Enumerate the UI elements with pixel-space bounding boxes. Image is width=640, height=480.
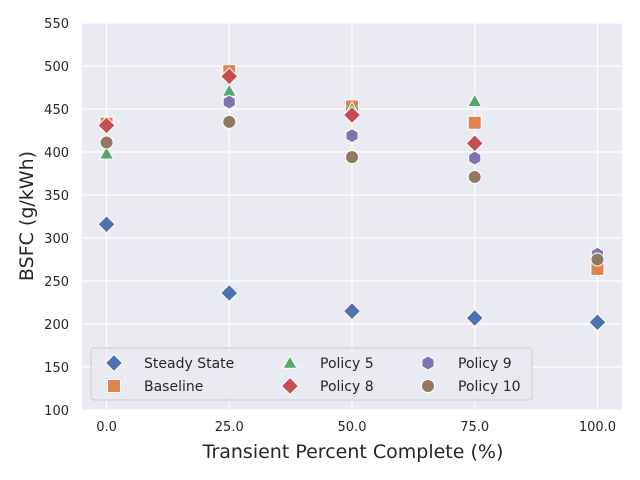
policy-10-point xyxy=(222,114,237,129)
y-tick-label: 450 xyxy=(44,103,69,118)
policy-8-point xyxy=(220,67,239,86)
y-axis-label: BSFC (g/kWh) xyxy=(16,151,38,281)
policy-5-point xyxy=(98,145,115,160)
legend-marker-policy-9 xyxy=(421,355,435,371)
y-tick-label: 200 xyxy=(44,318,69,333)
y-tick-label: 550 xyxy=(44,17,69,32)
y-tick-label: 300 xyxy=(44,232,69,247)
x-axis-label: Transient Percent Complete (%) xyxy=(202,441,504,463)
policy-8-point xyxy=(97,116,116,135)
policy-5-point xyxy=(466,93,483,108)
y-tick-label: 150 xyxy=(44,361,69,376)
policy-9-point xyxy=(468,150,482,166)
steady-state-point xyxy=(97,215,116,234)
legend-marker-policy-5 xyxy=(282,354,298,369)
steady-state-point xyxy=(220,283,239,303)
policy-9-point xyxy=(345,128,359,144)
legend-label-steady-state: Steady State xyxy=(144,356,234,372)
legend-marker-steady-state xyxy=(104,353,124,373)
legend-label-baseline: Baseline xyxy=(144,379,203,395)
legend-marker-policy-10 xyxy=(421,379,435,393)
y-tick-label: 350 xyxy=(44,189,69,204)
steady-state-point xyxy=(465,308,484,328)
policy-10-point xyxy=(99,135,114,150)
policy-9-point xyxy=(222,94,236,110)
y-tick-label: 500 xyxy=(44,60,69,75)
x-tick-label: 25.0 xyxy=(215,420,244,435)
steady-state-point xyxy=(588,313,607,332)
legend-marker-baseline xyxy=(107,379,121,393)
y-tick-label: 250 xyxy=(44,275,69,290)
y-tick-label: 100 xyxy=(44,404,69,419)
y-tick-labels: 100 150 200 250 300 350 400 450 500 550 xyxy=(44,17,69,419)
steady-state-point xyxy=(342,301,362,321)
legend: Steady State Baseline Policy 5 Policy 8 Poli… xyxy=(90,347,533,401)
x-tick-label: 0.0 xyxy=(96,420,117,435)
baseline-point xyxy=(467,115,482,130)
grid-lines xyxy=(82,22,622,411)
legend-marker-policy-8 xyxy=(280,376,300,396)
legend-label-policy-10: Policy 10 xyxy=(458,379,521,395)
legend-label-policy-9: Policy 9 xyxy=(458,356,512,372)
data-points xyxy=(97,64,607,332)
x-tick-label: 100.0 xyxy=(579,420,616,435)
policy-8-point xyxy=(342,105,362,125)
legend-label-policy-8: Policy 8 xyxy=(320,379,374,395)
policy-10-point xyxy=(345,150,359,165)
x-tick-labels: 0.0 25.0 50.0 75.0 100.0 xyxy=(96,420,616,435)
y-tick-label: 400 xyxy=(44,146,69,161)
x-tick-label: 50.0 xyxy=(338,420,367,435)
policy-10-point xyxy=(590,252,605,267)
x-tick-label: 75.0 xyxy=(460,420,489,435)
legend-label-policy-5: Policy 5 xyxy=(320,356,374,372)
policy-10-point xyxy=(467,169,482,184)
